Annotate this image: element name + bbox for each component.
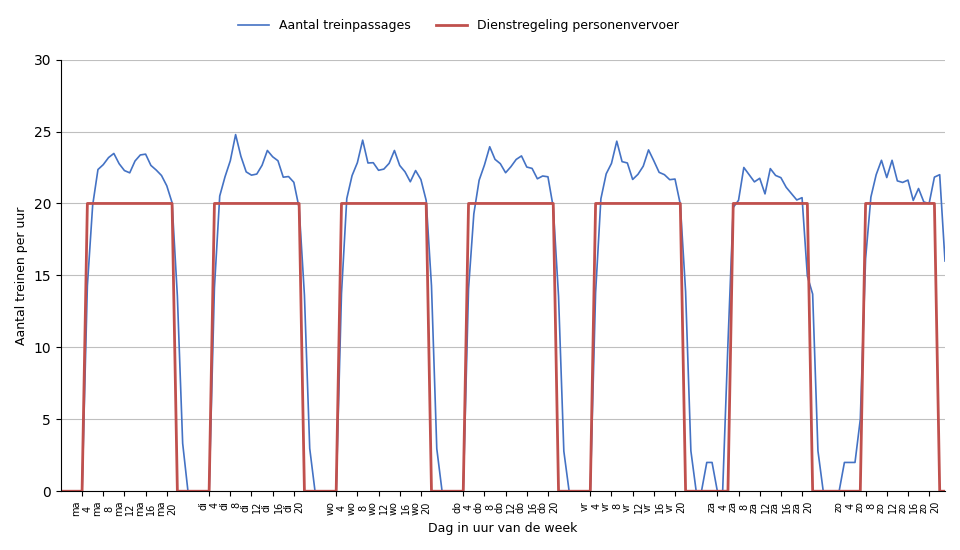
X-axis label: Dag in uur van de week: Dag in uur van de week bbox=[428, 522, 578, 535]
Dienstregeling personenvervoer bbox=[362, 200, 373, 207]
Dienstregeling personenvervoer bbox=[564, 488, 575, 494]
Legend: Aantal treinpassages, Dienstregeling personenvervoer: Aantal treinpassages, Dienstregeling per… bbox=[233, 14, 684, 37]
Dienstregeling personenvervoer bbox=[764, 200, 776, 207]
Aantal treinpassages bbox=[55, 488, 66, 494]
Line: Dienstregeling personenvervoer: Dienstregeling personenvervoer bbox=[60, 204, 945, 491]
Dienstregeling personenvervoer bbox=[579, 488, 590, 494]
Aantal treinpassages bbox=[214, 192, 226, 199]
Dienstregeling personenvervoer bbox=[82, 200, 93, 207]
Dienstregeling personenvervoer bbox=[219, 200, 230, 207]
Aantal treinpassages bbox=[315, 488, 326, 494]
Aantal treinpassages bbox=[579, 488, 590, 494]
Aantal treinpassages bbox=[939, 258, 950, 265]
Line: Aantal treinpassages: Aantal treinpassages bbox=[60, 135, 945, 491]
Aantal treinpassages bbox=[764, 166, 776, 172]
Dienstregeling personenvervoer bbox=[939, 488, 950, 494]
Y-axis label: Aantal treinen per uur: Aantal treinen per uur bbox=[15, 206, 28, 345]
Dienstregeling personenvervoer bbox=[55, 488, 66, 494]
Dienstregeling personenvervoer bbox=[315, 488, 326, 494]
Aantal treinpassages bbox=[362, 160, 373, 166]
Aantal treinpassages bbox=[229, 131, 241, 138]
Aantal treinpassages bbox=[564, 488, 575, 494]
